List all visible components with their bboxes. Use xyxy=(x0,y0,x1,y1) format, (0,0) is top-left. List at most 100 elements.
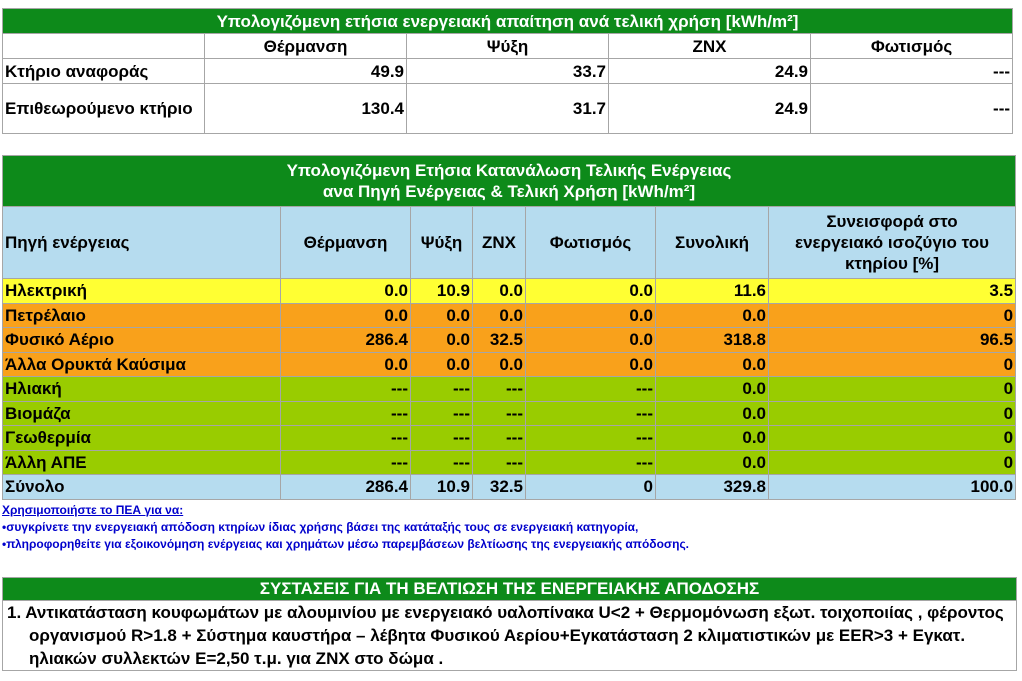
value-cell: --- xyxy=(280,425,411,451)
value-cell: --- xyxy=(525,376,656,402)
value-cell: 0.0 xyxy=(525,351,656,377)
value-cell: 329.8 xyxy=(655,474,769,500)
section-title: ΣΥΣΤΑΣΕΙΣ ΓΙΑ ΤΗ ΒΕΛΤΙΩΣΗ ΤΗΣ ΕΝΕΡΓΕΙΑΚΗ… xyxy=(3,578,1016,600)
value-cell: 0.0 xyxy=(655,302,769,328)
recommendation-item: 1. Αντικατάσταση κουφωμάτων με αλουμινίο… xyxy=(3,600,1016,670)
value-cell: 32.5 xyxy=(472,327,526,353)
notes-line: Χρησιμοποιήστε το ΠΕΑ για να: xyxy=(2,502,689,519)
value-cell: 96.5 xyxy=(767,327,1017,353)
value-cell: --- xyxy=(410,449,473,475)
value-cell: 24.9 xyxy=(608,58,811,84)
value-cell: 0.0 xyxy=(655,425,769,451)
data-row: Άλλη ΑΠΕ --- --- --- --- 0.0 0 xyxy=(2,449,1017,475)
table-title: Υπολογιζόμενη ετήσια ενεργειακή απαίτηση… xyxy=(1,8,1014,34)
value-cell: --- xyxy=(525,449,656,475)
value-cell: 0.0 xyxy=(280,278,411,304)
note-bullet: •πληροφορηθείτε για εξοικονόμηση ενέργει… xyxy=(2,537,690,551)
data-row: Φυσικό Αέριο 286.4 0.0 32.5 0.0 318.8 96.5 xyxy=(2,327,1017,353)
value-cell: 0.0 xyxy=(280,302,411,328)
value-cell: --- xyxy=(472,425,526,451)
value-cell: --- xyxy=(410,400,473,426)
value-cell: 286.4 xyxy=(280,474,411,500)
data-row: Ηλεκτρική 0.0 10.9 0.0 0.0 11.6 3.5 xyxy=(2,278,1017,304)
header-cell: Συνολική xyxy=(655,206,769,279)
value-cell: 0 xyxy=(767,400,1017,426)
value-cell: 0 xyxy=(525,474,656,500)
header-cell: Συνεισφορά στο ενεργειακό ισοζύγιο του κ… xyxy=(767,206,1017,279)
header-cell: Ψύξη xyxy=(406,33,609,59)
header-cell: Ψύξη xyxy=(410,206,473,279)
header-cell xyxy=(2,33,205,59)
header-cell: ΖΝΧ xyxy=(472,206,526,279)
value-cell: --- xyxy=(809,83,1014,134)
recommendations: ΣΥΣΤΑΣΕΙΣ ΓΙΑ ΤΗ ΒΕΛΤΙΩΣΗ ΤΗΣ ΕΝΕΡΓΕΙΑΚΗ… xyxy=(2,577,1017,671)
header-cell: Πηγή ενέργειας xyxy=(2,206,281,279)
value-cell: 0.0 xyxy=(472,302,526,328)
value-cell: --- xyxy=(280,400,411,426)
header-cell: Φωτισμός xyxy=(525,206,656,279)
value-cell: 0 xyxy=(767,302,1017,328)
value-cell: 0.0 xyxy=(655,449,769,475)
value-cell: 0.0 xyxy=(525,278,656,304)
value-cell: 0 xyxy=(767,425,1017,451)
row-label: Φυσικό Αέριο xyxy=(2,327,281,353)
header-cell: ΖΝΧ xyxy=(608,33,811,59)
row-label: Άλλη ΑΠΕ xyxy=(2,449,281,475)
value-cell: 286.4 xyxy=(280,327,411,353)
data-row: Ηλιακή --- --- --- --- 0.0 0 xyxy=(2,376,1017,402)
value-cell: 0.0 xyxy=(525,302,656,328)
value-cell: 0.0 xyxy=(410,327,473,353)
value-cell: 33.7 xyxy=(406,58,609,84)
row-label: Ηλεκτρική xyxy=(2,278,281,304)
title-row: Υπολογιζόμενη Ετήσια Κατανάλωση Τελικής … xyxy=(1,155,1017,207)
header-row: Πηγή ενέργειας Θέρμανση Ψύξη ΖΝΧ Φωτισμός Συν… xyxy=(2,206,1017,279)
title-line: Υπολογιζόμενη Ετήσια Κατανάλωση Τελικής … xyxy=(286,161,732,180)
data-row: Κτήριο αναφοράς 49.9 33.7 24.9 --- xyxy=(2,58,1014,84)
value-cell: 0.0 xyxy=(280,351,411,377)
data-row: Σύνολο 286.4 10.9 32.5 0 329.8 100.0 xyxy=(2,474,1017,500)
value-cell: 0.0 xyxy=(655,400,769,426)
header-cell: Θέρμανση xyxy=(204,33,407,59)
value-cell: 0.0 xyxy=(410,351,473,377)
title-line: ανα Πηγή Ενέργειας & Τελική Χρήση [kWh/m… xyxy=(322,182,696,201)
value-cell: 0 xyxy=(767,351,1017,377)
data-row: Επιθεωρούμενο κτήριο 130.4 31.7 24.9 --- xyxy=(2,83,1014,134)
value-cell: 10.9 xyxy=(410,278,473,304)
row-label: Άλλα Ορυκτά Καύσιμα xyxy=(2,351,281,377)
value-cell: 24.9 xyxy=(608,83,811,134)
value-cell: 100.0 xyxy=(767,474,1017,500)
value-cell: 0.0 xyxy=(655,351,769,377)
value-cell: 0.0 xyxy=(472,351,526,377)
header-row: Θέρμανση Ψύξη ΖΝΧ Φωτισμός xyxy=(2,33,1014,59)
value-cell: 49.9 xyxy=(204,58,407,84)
value-cell: 11.6 xyxy=(655,278,769,304)
notes-link[interactable]: Χρησιμοποιήστε το ΠΕΑ για να: xyxy=(2,503,184,517)
value-cell: --- xyxy=(280,376,411,402)
consumption-table: Υπολογιζόμενη Ετήσια Κατανάλωση Τελικής … xyxy=(1,155,1017,500)
value-cell: 0 xyxy=(767,449,1017,475)
value-cell: 0.0 xyxy=(655,376,769,402)
row-label: Ηλιακή xyxy=(2,376,281,402)
row-label: Βιομάζα xyxy=(2,400,281,426)
value-cell: 32.5 xyxy=(472,474,526,500)
row-label: Επιθεωρούμενο κτήριο xyxy=(2,83,205,134)
data-row: Άλλα Ορυκτά Καύσιμα 0.0 0.0 0.0 0.0 0.0 0 xyxy=(2,351,1017,377)
value-cell: --- xyxy=(280,449,411,475)
value-cell: 0.0 xyxy=(472,278,526,304)
header-cell: Φωτισμός xyxy=(809,33,1014,59)
value-cell: --- xyxy=(525,400,656,426)
value-cell: --- xyxy=(472,400,526,426)
value-cell: 0 xyxy=(767,376,1017,402)
row-label: Γεωθερμία xyxy=(2,425,281,451)
data-row: Γεωθερμία --- --- --- --- 0.0 0 xyxy=(2,425,1017,451)
value-cell: 31.7 xyxy=(406,83,609,134)
note-bullet: •συγκρίνετε την ενεργειακή απόδοση κτηρί… xyxy=(2,520,639,534)
value-cell: 130.4 xyxy=(204,83,407,134)
notes: Χρησιμοποιήστε το ΠΕΑ για να: •συγκρίνετε… xyxy=(2,502,689,553)
energy-demand-table: Υπολογιζόμενη ετήσια ενεργειακή απαίτηση… xyxy=(1,8,1014,134)
row-label: Πετρέλαιο xyxy=(2,302,281,328)
value-cell: --- xyxy=(525,425,656,451)
value-cell: 3.5 xyxy=(767,278,1017,304)
value-cell: --- xyxy=(410,376,473,402)
